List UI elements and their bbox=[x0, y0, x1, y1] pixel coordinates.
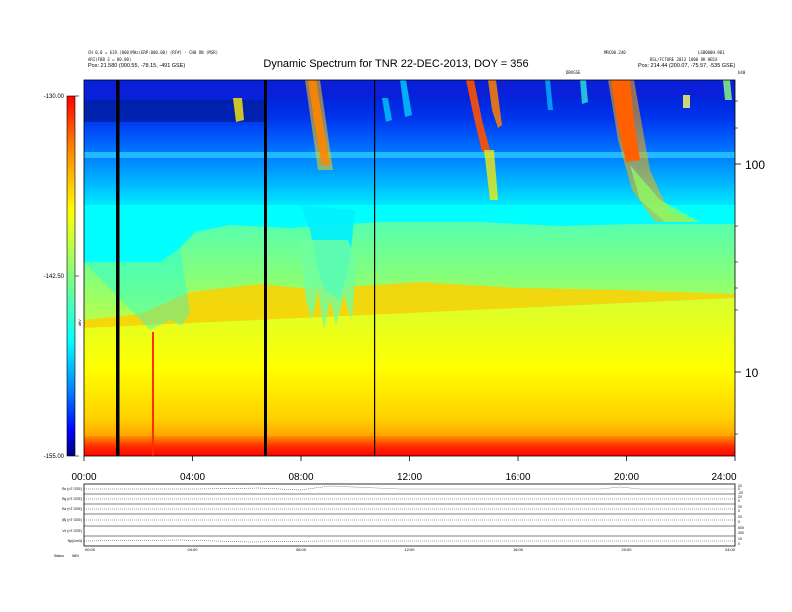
header-right-line2: BSL/FCTURE 2013 1000 OK HB1X bbox=[650, 57, 718, 62]
colorbar-label-bottom: -155.00 bbox=[44, 454, 65, 460]
panel-label-bmag: |B| (nT GSE) bbox=[62, 518, 82, 522]
panel-right-label-8: 0 bbox=[738, 520, 740, 524]
panel-label-bz: Bz (nT GSE) bbox=[62, 507, 82, 511]
colorbar-side-label: dBV bbox=[78, 319, 82, 326]
x-tick-label-6: 24:00 bbox=[711, 472, 736, 483]
panel-x-label-0: 00:00 bbox=[85, 547, 96, 552]
panel-right-label-1: 0 bbox=[738, 487, 740, 491]
header-left-line1: CH 0,0 = 619.(000)MHz(ERP:000.00) (RF#) … bbox=[88, 50, 219, 55]
panel-right-label-11: 10 bbox=[738, 537, 742, 541]
colorbar bbox=[66, 95, 76, 457]
panel-label-vx: Vx (nT GSE) bbox=[62, 529, 82, 533]
panel-x-label-6: 24:00 bbox=[725, 547, 736, 552]
x-tick-label-3: 12:00 bbox=[397, 472, 422, 483]
panel-right-label-2: -20 bbox=[738, 491, 743, 495]
panel-right-label-10: 300 bbox=[738, 531, 744, 535]
status-label: Status bbox=[54, 554, 64, 558]
header-left-position: Pos: 21.580 (000.55, -78.15, -491 GSE) bbox=[88, 63, 186, 69]
panel-right-label-5: 20 bbox=[738, 505, 742, 509]
panel-x-label-4: 16:00 bbox=[513, 547, 524, 552]
event-marker-label: DBVGSE bbox=[566, 70, 581, 75]
panel-x-label-3: 12:00 bbox=[404, 547, 415, 552]
panel-x-label-2: 08:00 bbox=[296, 547, 307, 552]
panel-x-label-1: 04:00 bbox=[187, 547, 198, 552]
header-right-top2: LSB000H.901 bbox=[698, 50, 725, 55]
colorbar-label-top: -130.00 bbox=[44, 94, 65, 100]
header-right-position: Pos: 214.44 (200.07, -75.57, -535 GSE) bbox=[638, 63, 736, 69]
header-left-line2: ARI(FBB 3 = 80.00) bbox=[88, 57, 132, 62]
panel-right-label-9: 600 bbox=[738, 526, 744, 530]
right-axis-label-100: 100 bbox=[745, 158, 765, 172]
corner-marker-label: b40 bbox=[738, 70, 746, 75]
spectrogram bbox=[84, 80, 735, 456]
colorbar-label-mid: -142.50 bbox=[44, 274, 65, 280]
x-tick-label-0: 00:00 bbox=[71, 472, 96, 483]
panel-right-label-3: 20 bbox=[738, 495, 742, 499]
x-tick-label-1: 04:00 bbox=[180, 472, 205, 483]
header-right-top: MRC00.240 bbox=[604, 50, 626, 55]
panel-label-bx: Bx (nT GSE) bbox=[62, 487, 82, 491]
panel-right-label-12: 0 bbox=[738, 542, 740, 546]
x-tick-label-2: 08:00 bbox=[288, 472, 313, 483]
panel-right-label-6: 0 bbox=[738, 509, 740, 513]
panel-label-np: Np(/cm3) bbox=[68, 539, 82, 543]
panel-right-label-7: 20 bbox=[738, 515, 742, 519]
right-axis-label-10: 10 bbox=[745, 366, 759, 380]
panel-right-label-0: 20 bbox=[738, 484, 742, 488]
panel-right-label-4: 0 bbox=[738, 499, 740, 503]
x-tick-label-4: 16:00 bbox=[505, 472, 530, 483]
panel-label-by: By (nT GSE) bbox=[62, 497, 82, 501]
status-value: WIN bbox=[72, 554, 79, 558]
panel-x-label-5: 20:00 bbox=[621, 547, 632, 552]
chart-title: Dynamic Spectrum for TNR 22-DEC-2013, DO… bbox=[263, 58, 529, 70]
x-tick-label-5: 20:00 bbox=[614, 472, 639, 483]
parameter-panels bbox=[83, 483, 736, 547]
